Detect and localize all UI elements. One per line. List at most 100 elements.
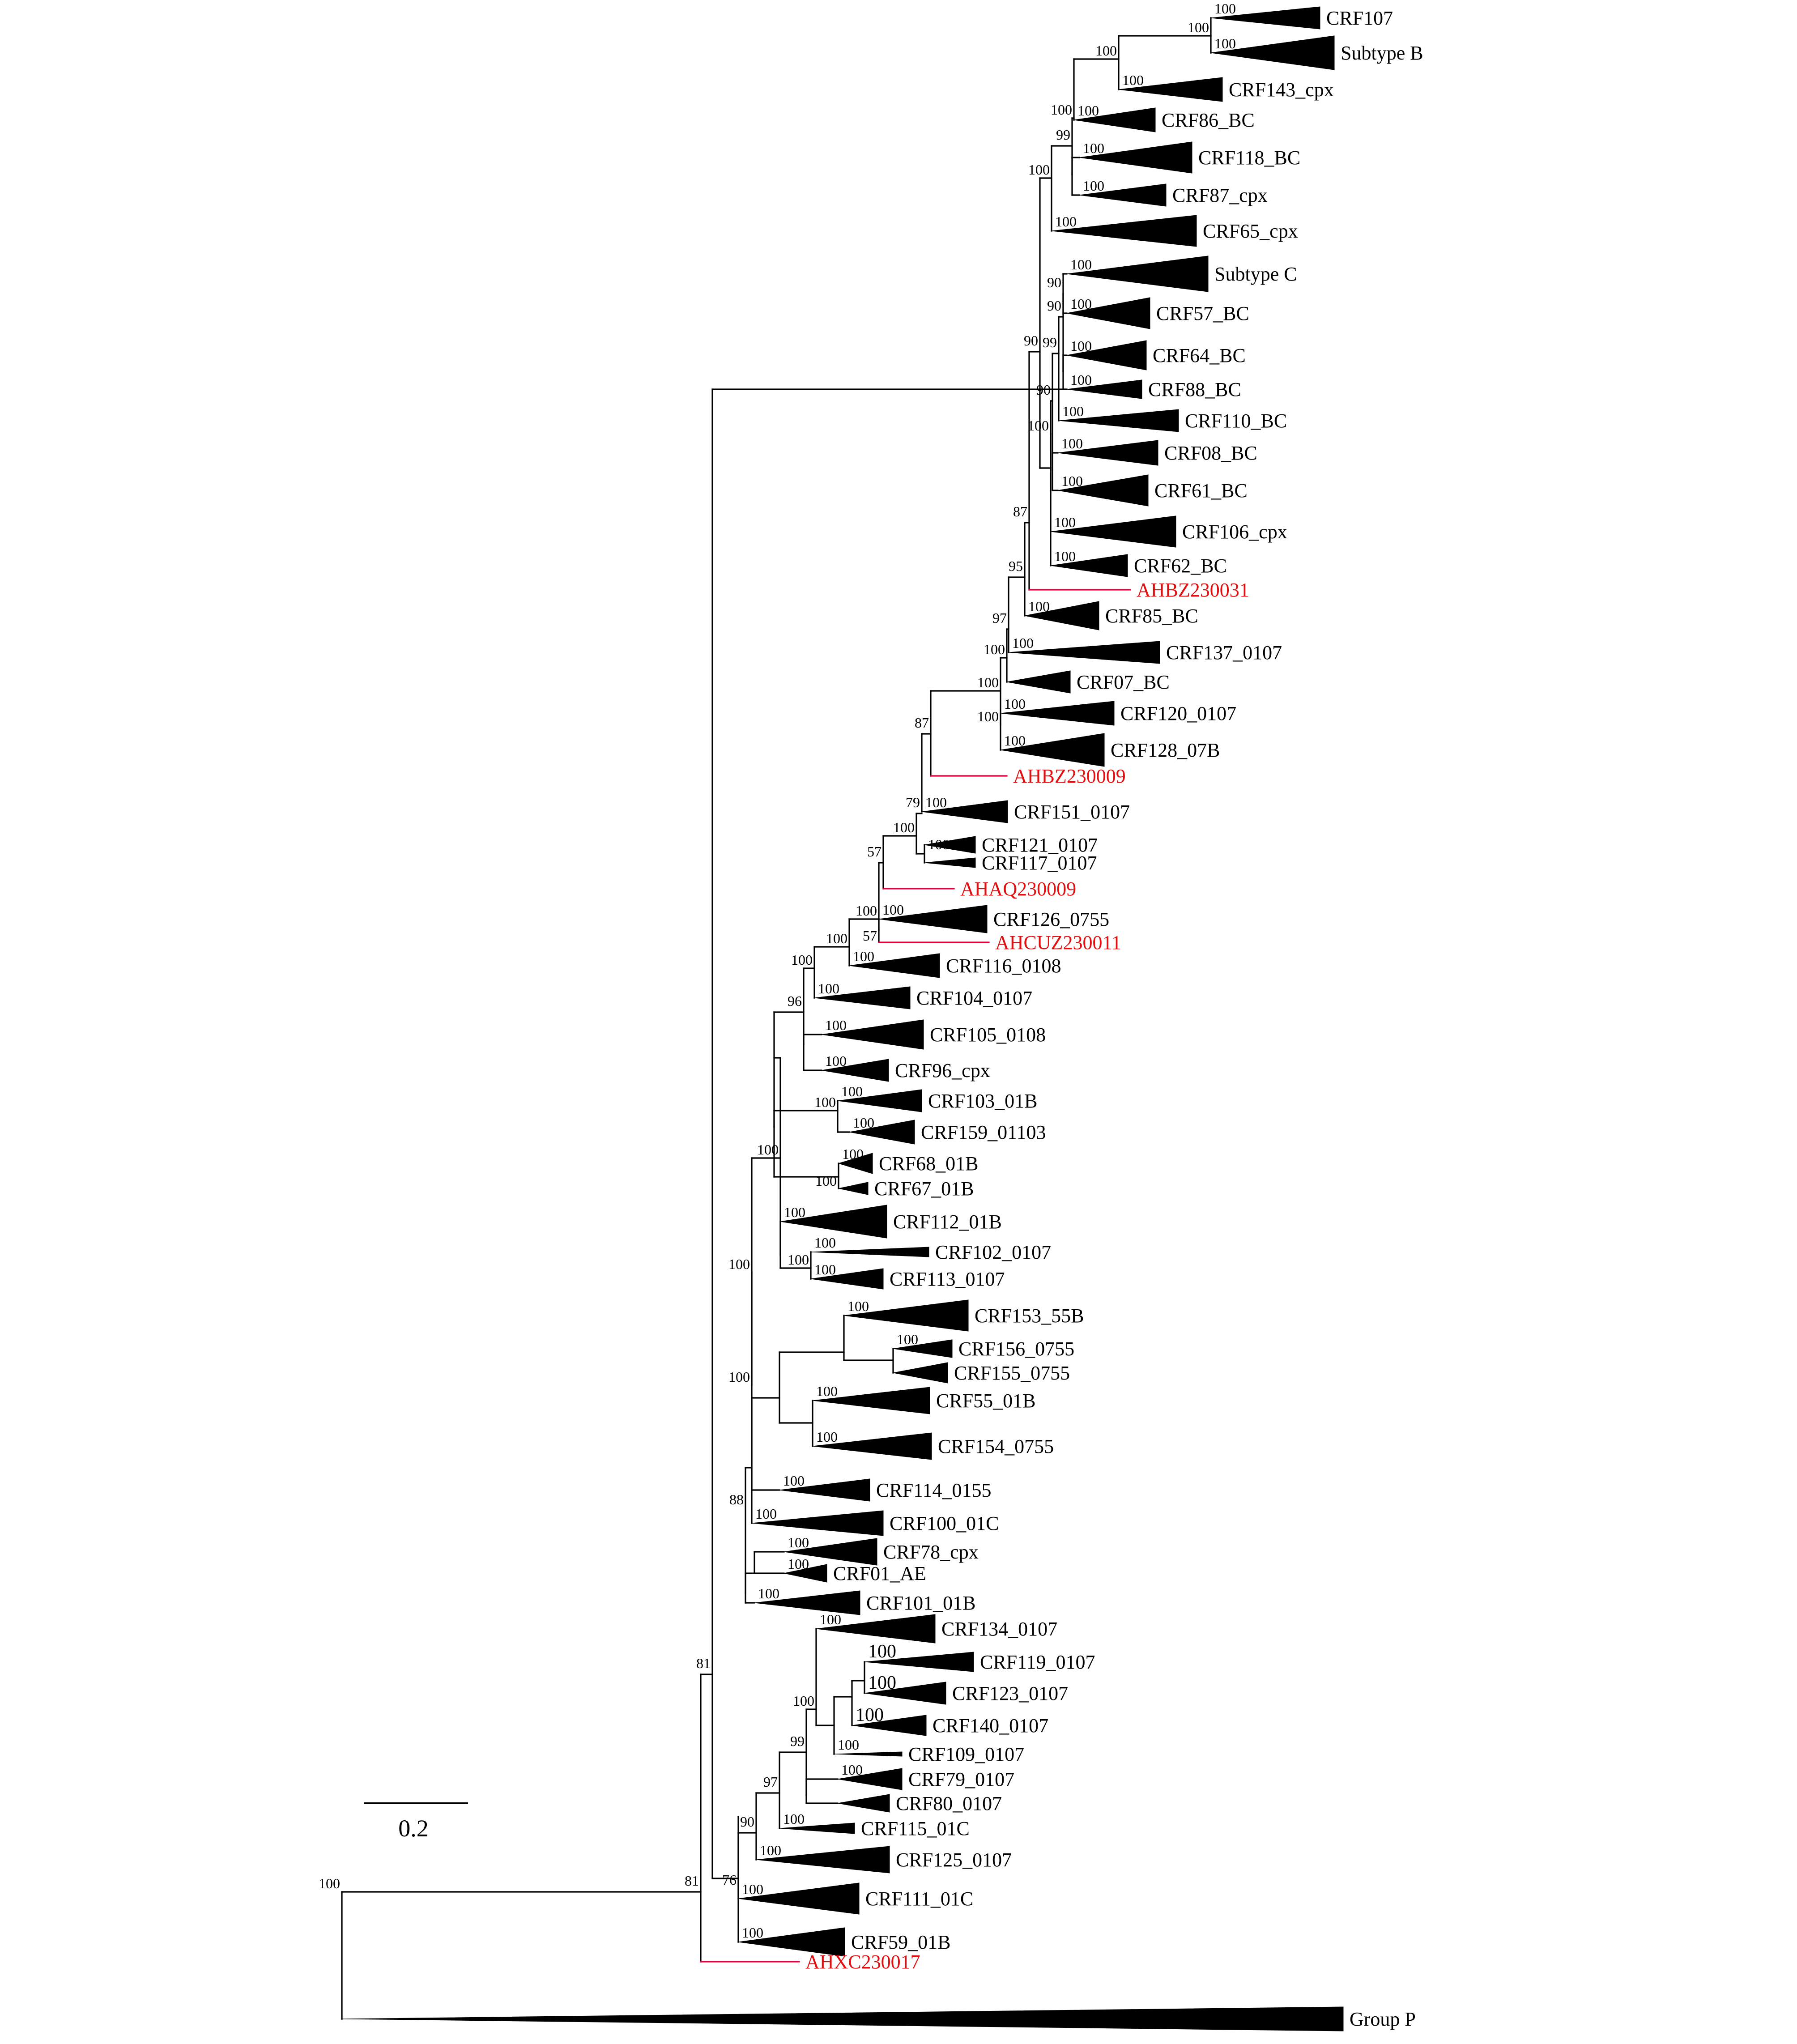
bootstrap-n118: 100 (1083, 140, 1104, 156)
collapsed-clade-n119 (864, 1652, 974, 1672)
tip-label-n101: CRF101_01B (866, 1592, 976, 1614)
bootstrap-nB4: 100 (1095, 43, 1117, 59)
bootstrap-n140: 100 (856, 1705, 884, 1725)
tip-label-n118: CRF118_BC (1198, 147, 1300, 169)
bootstrap-n151: 100 (925, 794, 947, 810)
tip-label-n104: CRF104_0107 (916, 987, 1032, 1009)
tip-label-n64: CRF64_BC (1153, 345, 1246, 366)
bootstrap-nSB: 100 (1214, 35, 1236, 51)
tip-label-n156: CRF156_0755 (958, 1338, 1074, 1360)
tip-label-n125: CRF125_0107 (896, 1849, 1012, 1871)
bootstrap-n113: 100 (814, 1261, 836, 1278)
bootstrap-n154: 100 (816, 1429, 838, 1445)
bootstrap-nX: 57 (867, 843, 881, 860)
bootstrap-nZ: 100 (893, 819, 915, 835)
collapsed-clade-n80 (837, 1794, 890, 1813)
bootstrap-n120: 100 (1004, 696, 1026, 712)
bootstrap-n59: 100 (742, 1925, 763, 1941)
bootstrap-n61: 100 (1061, 473, 1083, 489)
bootstrap-n85: 100 (1028, 598, 1050, 614)
bootstrap-nC2: 90 (1036, 382, 1051, 398)
tip-label-n86: CRF86_BC (1162, 109, 1255, 131)
bootstrap-n159: 100 (853, 1115, 874, 1131)
collapsed-clade-n115 (779, 1823, 855, 1834)
tip-label-nAHAQ: AHAQ230009 (960, 878, 1076, 900)
collapsed-clade-n55 (812, 1387, 930, 1414)
collapsed-clade-n113 (810, 1268, 884, 1290)
bootstrap-nQ: 100 (788, 1252, 809, 1268)
tree-collapsed-clades (341, 6, 1344, 2031)
collapsed-clade-n67 (838, 1182, 869, 1195)
bootstrap-n156: 100 (897, 1331, 918, 1347)
bootstrap-n88: 88 (729, 1491, 744, 1507)
collapsed-clade-nSC (1066, 256, 1209, 292)
tip-label-n112: CRF112_01B (893, 1211, 1002, 1233)
bootstrap-n109: 100 (838, 1737, 859, 1753)
tip-label-n100c: CRF100_01C (890, 1512, 999, 1534)
collapsed-clade-n100c (751, 1510, 884, 1536)
collapsed-clade-n121 (924, 836, 976, 854)
collapsed-clade-n08 (1057, 440, 1158, 466)
collapsed-clade-n109 (834, 1751, 903, 1757)
scale-bar-label: 0.2 (398, 1815, 429, 1842)
scale-bar: 0.2 (364, 1802, 468, 1842)
bootstrap-n128: 100 (1004, 732, 1026, 749)
collapsed-clade-n156 (893, 1339, 953, 1358)
collapsed-clade-n151 (921, 800, 1008, 823)
bootstrap-nT: 100 (791, 952, 813, 968)
bootstrap-nZ1: 79 (906, 794, 920, 810)
collapsed-clade-n104 (814, 986, 911, 1009)
tip-label-n115: CRF115_01C (861, 1818, 970, 1840)
bootstrap-nAB: 100 (977, 674, 999, 690)
collapsed-clade-n57 (1066, 297, 1150, 329)
tip-label-n151: CRF151_0107 (1014, 801, 1130, 823)
collapsed-clade-n78 (784, 1538, 877, 1566)
collapsed-clade-n126 (878, 905, 988, 933)
bootstrap-n96: 100 (825, 1053, 847, 1069)
tip-label-n61: CRF61_BC (1154, 480, 1248, 502)
collapsed-clade-n110 (1058, 409, 1179, 432)
bootstrap-n123: 100 (868, 1673, 896, 1693)
collapsed-clade-n140 (852, 1715, 927, 1736)
tip-label-n102: CRF102_0107 (935, 1241, 1051, 1263)
collapsed-clade-n62 (1050, 554, 1128, 577)
tip-label-nSC: Subtype C (1214, 263, 1297, 285)
collapsed-clade-n59 (738, 1927, 845, 1957)
tip-label-n67: CRF67_01B (874, 1178, 974, 1200)
bootstrap-nAH: 90 (1024, 332, 1038, 349)
collapsed-clade-n88 (1066, 379, 1142, 399)
tip-label-n96: CRF96_cpx (895, 1060, 990, 1082)
tip-label-n55: CRF55_01B (936, 1390, 1036, 1412)
bootstrap-n79: 100 (841, 1762, 863, 1778)
collapsed-clade-n79 (837, 1768, 903, 1790)
collapsed-clade-n134 (816, 1614, 936, 1644)
bootstrap-nV: 100 (826, 930, 847, 946)
tip-label-n88: CRF88_BC (1148, 379, 1241, 400)
collapsed-clade-n07 (1006, 670, 1071, 694)
bootstrap-nY: 57 (863, 928, 877, 944)
bootstrap-n0: 100 (319, 1875, 340, 1891)
tip-label-n134: CRF134_0107 (941, 1618, 1057, 1640)
collapsed-clade-n107 (1210, 6, 1320, 30)
collapsed-clade-n105 (821, 1019, 924, 1050)
tip-label-n79: CRF79_0107 (908, 1768, 1014, 1790)
bootstrap-n119: 100 (868, 1641, 896, 1662)
tip-label-n68: CRF68_01B (879, 1153, 979, 1175)
tip-label-n107: CRF107 (1326, 7, 1393, 29)
tip-label-nSB: Subtype B (1341, 42, 1423, 64)
bootstrap-n65: 100 (1055, 213, 1077, 230)
tip-label-n59: CRF59_01B (851, 1931, 951, 1953)
bootstrap-n57: 100 (1070, 296, 1092, 312)
bootstrap-n143: 100 (1122, 72, 1144, 88)
tip-label-n128: CRF128_07B (1111, 739, 1220, 761)
bootstrap-n88: 100 (1070, 372, 1092, 388)
tip-label-n143: CRF143_cpx (1229, 79, 1334, 101)
tip-label-n85: CRF85_BC (1105, 605, 1198, 627)
collapsed-clade-n103 (837, 1089, 922, 1112)
collapsed-clade-n118 (1079, 141, 1192, 174)
bootstrap-n111: 100 (742, 1881, 763, 1897)
bootstrap-nC6: 90 (1047, 274, 1061, 290)
collapsed-clade-n101 (754, 1590, 860, 1615)
